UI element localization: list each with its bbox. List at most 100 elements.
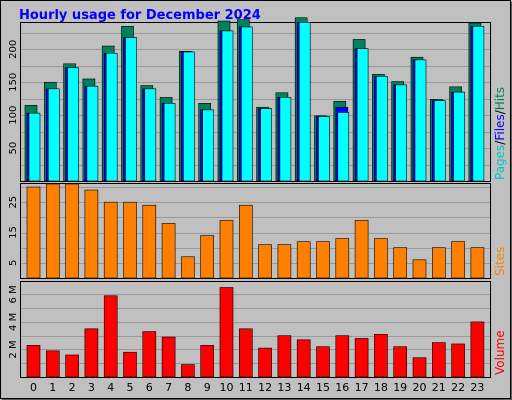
y-tick-label: 6 M — [8, 285, 19, 303]
sites-bar — [470, 247, 485, 279]
pages-bar — [67, 67, 79, 182]
sites-bar — [316, 241, 330, 279]
x-tick-label: 19 — [393, 381, 407, 394]
hits-panel-ylabel: Pages/Files/Hits — [493, 87, 507, 180]
volume-bar — [393, 346, 408, 378]
ylabel-pages: Pages — [493, 145, 507, 180]
sites-bar — [451, 241, 465, 279]
sites-bar — [84, 189, 99, 279]
pages-bar — [472, 25, 485, 182]
pages-bar — [144, 88, 157, 182]
x-tick-label: 12 — [258, 381, 272, 394]
x-tick-label: 8 — [184, 381, 191, 394]
sites-bar — [239, 204, 253, 279]
hits-panel-frame — [20, 22, 491, 182]
y-tick-label: 100 — [8, 106, 19, 125]
x-tick-label: 0 — [30, 381, 37, 394]
sites-bar — [181, 256, 195, 279]
volume-bar — [412, 357, 427, 378]
x-tick-label: 23 — [470, 381, 484, 394]
volume-bar — [277, 335, 292, 378]
volume-bar — [316, 346, 330, 378]
pages-bar — [453, 91, 465, 182]
volume-panel-ylabel: Volume — [493, 330, 507, 375]
x-tick-label: 1 — [49, 381, 56, 394]
sites-bar — [354, 220, 369, 279]
volume-bar — [470, 321, 485, 378]
sites-bars — [26, 183, 485, 279]
x-tick-label: 10 — [220, 381, 234, 394]
x-tick-label: 15 — [316, 381, 330, 394]
hits-files-pages-bars — [24, 17, 485, 182]
x-tick-label: 13 — [277, 381, 291, 394]
ylabel-files: Files — [493, 114, 507, 140]
y-tick-label: 200 — [8, 40, 19, 59]
x-tick-label: 17 — [355, 381, 369, 394]
x-tick-label: 22 — [451, 381, 465, 394]
volume-bar — [219, 287, 234, 378]
sites-bar — [335, 238, 350, 279]
volume-bar — [84, 328, 99, 378]
volume-bar — [142, 331, 157, 378]
volume-bar — [200, 345, 214, 378]
volume-bar — [374, 334, 388, 378]
sites-bar — [26, 186, 41, 279]
pages-bar — [221, 30, 234, 182]
sites-bar — [412, 259, 427, 279]
volume-bars — [26, 287, 485, 378]
x-tick-label: 18 — [374, 381, 388, 394]
y-tick-label: 50 — [8, 142, 19, 155]
x-tick-label: 3 — [88, 381, 95, 394]
sites-bar — [65, 183, 79, 279]
sites-bar — [45, 183, 60, 279]
x-tick-label: 20 — [413, 381, 427, 394]
pages-bar — [125, 37, 137, 182]
volume-panel-frame — [20, 281, 491, 378]
ylabel-sep-1: / — [493, 140, 507, 145]
pages-bar — [298, 22, 311, 182]
volume-bar — [26, 345, 41, 378]
volume-bar — [161, 336, 176, 378]
y-tick-label: 5 — [8, 260, 19, 266]
y-tick-label: 15 — [8, 226, 19, 239]
sites-bar — [161, 223, 176, 279]
pages-bar — [376, 76, 388, 182]
pages-bar — [260, 108, 272, 182]
y-tick-label: 4 M — [8, 313, 19, 331]
sites-bar — [103, 201, 118, 279]
volume-bar — [354, 338, 369, 378]
x-tick-label: 4 — [107, 381, 114, 394]
pages-bar — [241, 26, 253, 182]
sites-bar — [258, 244, 272, 279]
pages-bar — [86, 85, 99, 182]
volume-bar — [65, 354, 79, 378]
volume-bar — [296, 339, 311, 378]
sites-bar — [296, 241, 311, 279]
x-tick-label: 7 — [165, 381, 172, 394]
sites-bar — [123, 201, 137, 279]
ylabel-sep-2: / — [493, 109, 507, 114]
x-tick-label: 6 — [146, 381, 153, 394]
chart-title: Hourly usage for December 2024 — [19, 8, 261, 23]
pages-bar — [47, 88, 60, 182]
volume-bar — [451, 343, 465, 378]
sites-bar — [393, 247, 408, 279]
pages-bar — [202, 109, 214, 182]
x-tick-label: 11 — [239, 381, 253, 394]
pages-bar — [414, 59, 427, 182]
x-tick-label: 9 — [204, 381, 211, 394]
volume-bar — [103, 295, 118, 378]
sites-bar — [142, 204, 157, 279]
sites-panel-ylabel: Sites — [493, 247, 507, 276]
ylabel-hits: Hits — [493, 87, 507, 110]
x-tick-label: 14 — [297, 381, 311, 394]
y-tick-labels: 50 100 150 200 5 15 25 2 M 4 M 6 M — [8, 40, 19, 359]
volume-bar — [45, 350, 60, 378]
sites-bar — [431, 247, 446, 279]
sites-bar — [277, 244, 292, 279]
pages-bar — [433, 100, 446, 182]
pages-bar — [395, 84, 408, 182]
y-tick-label: 2 M — [8, 340, 19, 358]
